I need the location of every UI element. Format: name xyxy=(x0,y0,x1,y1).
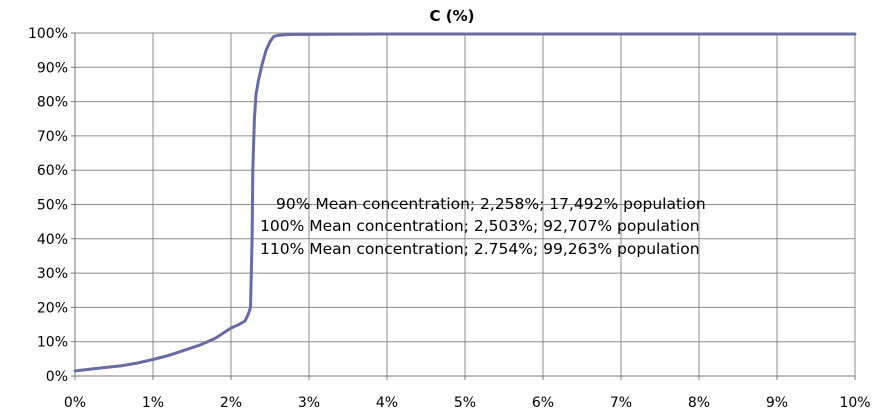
x-tick-label: 3% xyxy=(298,395,320,411)
y-tick-label: 0% xyxy=(46,369,68,385)
x-tick-label: 8% xyxy=(688,395,710,411)
tick-labels: 0% 10% 20% 30% 40% 50% 60% 70% 80% 90% 100% 0% 1% 2% 3… xyxy=(28,26,871,411)
x-tick-label: 10% xyxy=(839,395,870,411)
y-tick-label: 20% xyxy=(37,300,68,316)
y-tick-label: 30% xyxy=(37,266,68,282)
x-tick-label: 6% xyxy=(532,395,554,411)
y-tick-label: 10% xyxy=(37,335,68,351)
annotation-line-1: 90% Mean concentration; 2,258%; 17,492% … xyxy=(276,195,706,213)
axes xyxy=(71,32,856,380)
x-tick-label: 9% xyxy=(766,395,788,411)
x-tick-label: 0% xyxy=(64,395,86,411)
y-tick-label: 60% xyxy=(37,163,68,179)
x-tick-label: 2% xyxy=(220,395,242,411)
x-tick-label: 5% xyxy=(454,395,476,411)
chart-title: C (%) xyxy=(430,7,475,25)
x-tick-label: 4% xyxy=(376,395,398,411)
y-tick-label: 100% xyxy=(28,26,68,42)
annotations: 90% Mean concentration; 2,258%; 17,492% … xyxy=(260,195,706,258)
x-tick-label: 7% xyxy=(610,395,632,411)
y-tick-label: 90% xyxy=(37,60,68,76)
y-tick-label: 50% xyxy=(37,198,68,214)
annotation-line-3: 110% Mean concentration; 2.754%; 99,263%… xyxy=(260,240,700,258)
cumulative-population-line xyxy=(73,32,857,373)
y-tick-label: 40% xyxy=(37,232,68,248)
annotation-line-2: 100% Mean concentration; 2,503%; 92,707%… xyxy=(260,217,700,235)
y-tick-label: 80% xyxy=(37,95,68,111)
x-tick-label: 1% xyxy=(142,395,164,411)
series-layer xyxy=(73,32,857,373)
y-tick-label: 70% xyxy=(37,129,68,145)
